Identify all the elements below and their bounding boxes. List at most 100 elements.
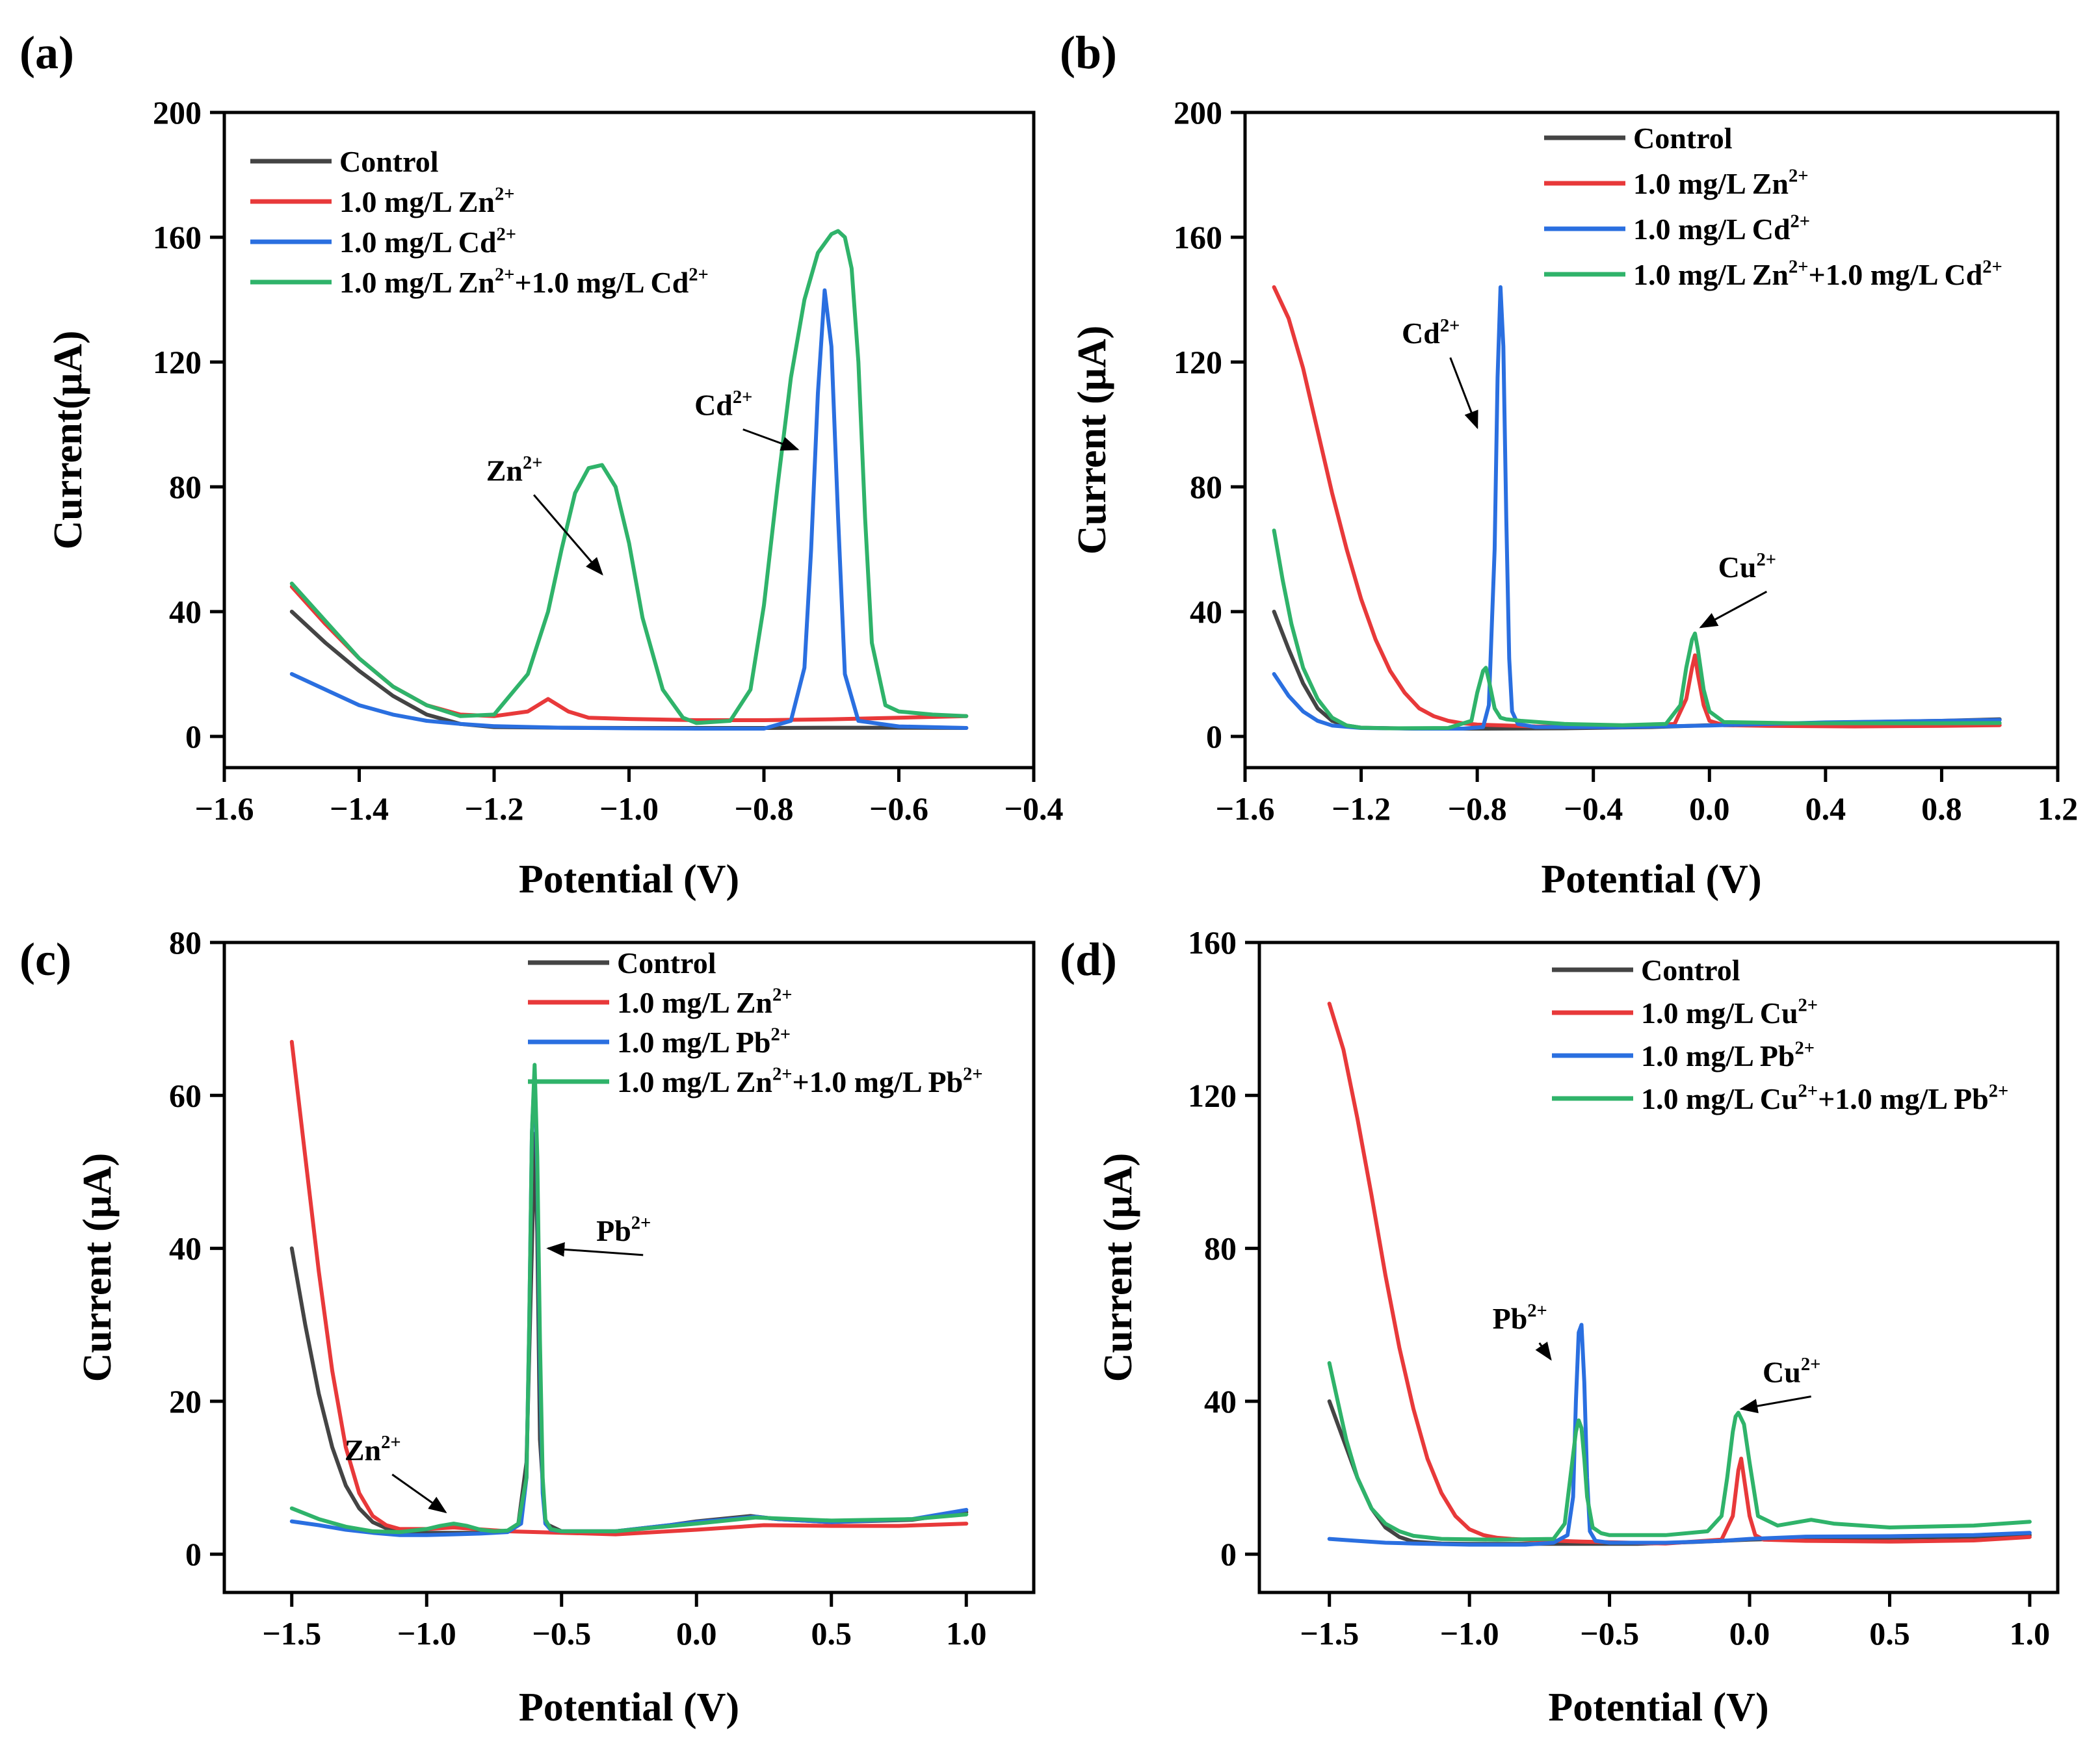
legend-label: 1.0 mg/L Cu2++1.0 mg/L Pb2+ xyxy=(1641,1082,2008,1115)
legend-label: 1.0 mg/L Pb2+ xyxy=(617,1025,791,1059)
legend-label: 1.0 mg/L Zn2++1.0 mg/L Cd2+ xyxy=(339,265,709,299)
x-tick-label: −0.8 xyxy=(735,790,794,827)
y-tick-label: 80 xyxy=(169,924,202,961)
legend-label: 1.0 mg/L Zn2+ xyxy=(617,985,793,1019)
y-tick-label: 120 xyxy=(153,344,202,380)
y-tick-label: 0 xyxy=(1206,718,1222,755)
annotation-label: Zn2+ xyxy=(345,1433,401,1466)
y-tick-label: 80 xyxy=(169,469,202,505)
x-tick-label: 1.0 xyxy=(2010,1615,2051,1652)
x-tick-label: 0.0 xyxy=(1729,1615,1770,1652)
series-line-control xyxy=(289,610,969,730)
chart-panel-a: −1.6 −1.4 −1.2 −1.0 −0.8 −0.6 −0.4 0 40 80 120 160 2… xyxy=(20,27,1064,902)
x-tick-label: 0.4 xyxy=(1805,790,1846,827)
x-tick-label: −1.0 xyxy=(1440,1615,1499,1652)
x-tick-label: −1.2 xyxy=(465,790,524,827)
y-tick-label: 0 xyxy=(185,1536,202,1572)
x-axis-title: Potential (V) xyxy=(519,1685,739,1730)
chart-panel-d: −1.5 −1.0 −0.5 0.0 0.5 1.0 0 40 80 120 160 Potentia… xyxy=(1060,924,2060,1730)
panel-label: (a) xyxy=(20,27,74,79)
y-tick-label: 0 xyxy=(185,718,202,755)
y-tick-label: 40 xyxy=(1190,593,1222,630)
series-line-red xyxy=(1272,285,2002,729)
x-tick-label: −1.2 xyxy=(1332,790,1391,827)
legend-label: 1.0 mg/L Cd2+ xyxy=(1633,212,1810,246)
x-axis-title: Potential (V) xyxy=(1541,857,1761,902)
annotation-arrow xyxy=(391,1474,447,1514)
y-tick-label: 40 xyxy=(169,1230,202,1267)
series-line-blue xyxy=(1327,1323,2032,1547)
x-tick-label: −0.6 xyxy=(869,790,928,827)
y-tick-label: 80 xyxy=(1190,469,1222,505)
x-tick-label: −0.8 xyxy=(1448,790,1507,827)
x-tick-label: −1.5 xyxy=(1300,1615,1359,1652)
series-line-blue xyxy=(289,1071,969,1537)
y-tick-label: 60 xyxy=(169,1077,202,1113)
series-line-red xyxy=(289,1039,969,1537)
y-axis-title: Current (μA) xyxy=(75,1153,120,1383)
annotation-label: Pb2+ xyxy=(596,1213,651,1247)
series-line-green xyxy=(289,1063,969,1535)
annotation-arrow xyxy=(742,428,800,451)
x-tick-label: −1.0 xyxy=(397,1615,456,1652)
legend-label: 1.0 mg/L Pb2+ xyxy=(1641,1039,1815,1072)
annotation-arrow xyxy=(546,1242,644,1257)
series-line-green xyxy=(1272,528,2002,731)
x-tick-label: 1.2 xyxy=(2038,790,2079,827)
y-tick-label: 120 xyxy=(1174,344,1222,380)
x-tick-label: −1.4 xyxy=(330,790,389,827)
x-tick-label: 0.8 xyxy=(1921,790,1962,827)
y-tick-label: 160 xyxy=(153,219,202,255)
y-tick-label: 200 xyxy=(1174,94,1222,131)
plot-frame xyxy=(222,941,1036,1594)
series-line-blue xyxy=(1272,285,2002,731)
y-tick-label: 160 xyxy=(1174,219,1222,255)
y-tick-label: 20 xyxy=(169,1383,202,1420)
annotation-label: Cu2+ xyxy=(1718,550,1776,584)
y-tick-label: 0 xyxy=(1220,1536,1237,1572)
series-line-red xyxy=(289,584,969,722)
series-line-control xyxy=(1272,610,2002,731)
legend-label: 1.0 mg/L Zn2+ xyxy=(339,185,515,218)
annotation-label: Pb2+ xyxy=(1493,1301,1547,1335)
x-tick-label: −1.6 xyxy=(195,790,254,827)
x-tick-label: −1.6 xyxy=(1216,790,1275,827)
y-tick-label: 40 xyxy=(1204,1383,1237,1420)
annotation-label: Zn2+ xyxy=(486,453,543,487)
x-tick-label: 0.5 xyxy=(811,1615,852,1652)
plot-frame xyxy=(1243,110,2060,770)
annotation-arrow xyxy=(1535,1342,1552,1361)
x-tick-label: 0.0 xyxy=(676,1615,717,1652)
annotation-arrow xyxy=(1739,1395,1811,1414)
legend-label: Control xyxy=(1633,122,1733,155)
legend-label: 1.0 mg/L Zn2++1.0 mg/L Pb2+ xyxy=(617,1065,983,1098)
y-tick-label: 160 xyxy=(1188,924,1237,961)
series-line-green xyxy=(1327,1361,2032,1542)
y-tick-label: 120 xyxy=(1188,1077,1237,1113)
annotation-arrow xyxy=(1449,357,1478,430)
x-tick-label: 1.0 xyxy=(946,1615,987,1652)
panel-label: (c) xyxy=(20,933,72,985)
legend-label: Control xyxy=(1641,954,1740,987)
y-axis-title: Current (μA) xyxy=(1096,1153,1140,1383)
x-tick-label: 0.5 xyxy=(1869,1615,1910,1652)
chart-panel-c: −1.5 −1.0 −0.5 0.0 0.5 1.0 0 20 40 60 80 Potential … xyxy=(20,924,1036,1730)
legend-label: Control xyxy=(617,946,716,980)
x-axis-title: Potential (V) xyxy=(519,857,739,902)
x-tick-label: −0.5 xyxy=(1580,1615,1639,1652)
series-line-control xyxy=(289,1132,969,1535)
legend-label: 1.0 mg/L Cd2+ xyxy=(339,225,516,259)
x-tick-label: −1.5 xyxy=(262,1615,321,1652)
x-tick-label: −1.0 xyxy=(599,790,659,827)
x-axis-title: Potential (V) xyxy=(1548,1685,1768,1730)
x-tick-label: 0.0 xyxy=(1689,790,1730,827)
legend-label: 1.0 mg/L Cu2+ xyxy=(1641,996,1818,1030)
x-tick-label: −0.5 xyxy=(532,1615,591,1652)
panel-label: (d) xyxy=(1060,933,1117,985)
x-tick-label: −0.4 xyxy=(1004,790,1064,827)
annotation-label: Cd2+ xyxy=(1402,316,1460,350)
y-tick-label: 80 xyxy=(1204,1230,1237,1267)
annotation-label: Cu2+ xyxy=(1763,1355,1820,1388)
y-axis-title: Current(μA) xyxy=(46,330,90,549)
